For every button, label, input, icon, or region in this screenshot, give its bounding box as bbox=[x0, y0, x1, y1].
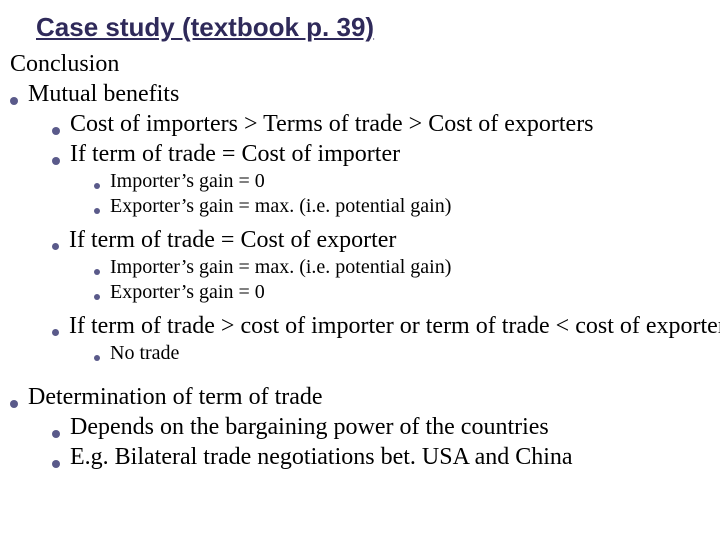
item-text: If term of trade = Cost of exporter bbox=[69, 225, 396, 255]
list-item: Exporter’s gain = max. (i.e. potential g… bbox=[10, 194, 710, 219]
list-item: Exporter’s gain = 0 bbox=[10, 280, 710, 305]
item-text: Depends on the bargaining power of the c… bbox=[70, 412, 549, 442]
bullet-icon bbox=[52, 430, 60, 438]
list-item: Depends on the bargaining power of the c… bbox=[10, 412, 710, 442]
item-text: E.g. Bilateral trade negotiations bet. U… bbox=[70, 442, 573, 472]
list-item: Determination of term of trade bbox=[10, 382, 710, 412]
bullet-icon bbox=[94, 183, 100, 189]
slide-container: Case study (textbook p. 39) Conclusion M… bbox=[0, 0, 720, 540]
item-text: Exporter’s gain = max. (i.e. potential g… bbox=[110, 194, 451, 219]
list-item: If term of trade = Cost of importer bbox=[10, 139, 710, 169]
list-item: Importer’s gain = max. (i.e. potential g… bbox=[10, 255, 710, 280]
item-text: No trade bbox=[110, 341, 179, 366]
bullet-icon bbox=[94, 355, 100, 361]
bullet-icon bbox=[94, 269, 100, 275]
conclusion-heading: Conclusion bbox=[10, 49, 710, 79]
bullet-icon bbox=[52, 329, 59, 336]
item-text: Exporter’s gain = 0 bbox=[110, 280, 265, 305]
list-item: Mutual benefits bbox=[10, 79, 710, 109]
item-text: Mutual benefits bbox=[28, 79, 179, 109]
list-item: Importer’s gain = 0 bbox=[10, 169, 710, 194]
bullet-icon bbox=[94, 208, 100, 214]
bullet-icon bbox=[94, 294, 100, 300]
spacer bbox=[10, 366, 710, 382]
bullet-icon bbox=[10, 97, 18, 105]
bullet-icon bbox=[52, 157, 60, 165]
bullet-icon bbox=[10, 400, 18, 408]
item-text: Importer’s gain = max. (i.e. potential g… bbox=[110, 255, 451, 280]
bullet-icon bbox=[52, 460, 60, 468]
list-item: E.g. Bilateral trade negotiations bet. U… bbox=[10, 442, 710, 472]
item-text: If term of trade = Cost of importer bbox=[70, 139, 400, 169]
list-item: No trade bbox=[10, 341, 710, 366]
list-item: Cost of importers > Terms of trade > Cos… bbox=[10, 109, 710, 139]
bullet-icon bbox=[52, 243, 59, 250]
slide-title: Case study (textbook p. 39) bbox=[36, 12, 710, 43]
item-text: If term of trade > cost of importer or t… bbox=[69, 311, 720, 341]
list-item: If term of trade > cost of importer or t… bbox=[10, 311, 710, 341]
conclusion-text: Conclusion bbox=[10, 49, 119, 79]
item-text: Cost of importers > Terms of trade > Cos… bbox=[70, 109, 594, 139]
item-text: Importer’s gain = 0 bbox=[110, 169, 265, 194]
list-item: If term of trade = Cost of exporter bbox=[10, 225, 710, 255]
item-text: Determination of term of trade bbox=[28, 382, 323, 412]
bullet-icon bbox=[52, 127, 60, 135]
